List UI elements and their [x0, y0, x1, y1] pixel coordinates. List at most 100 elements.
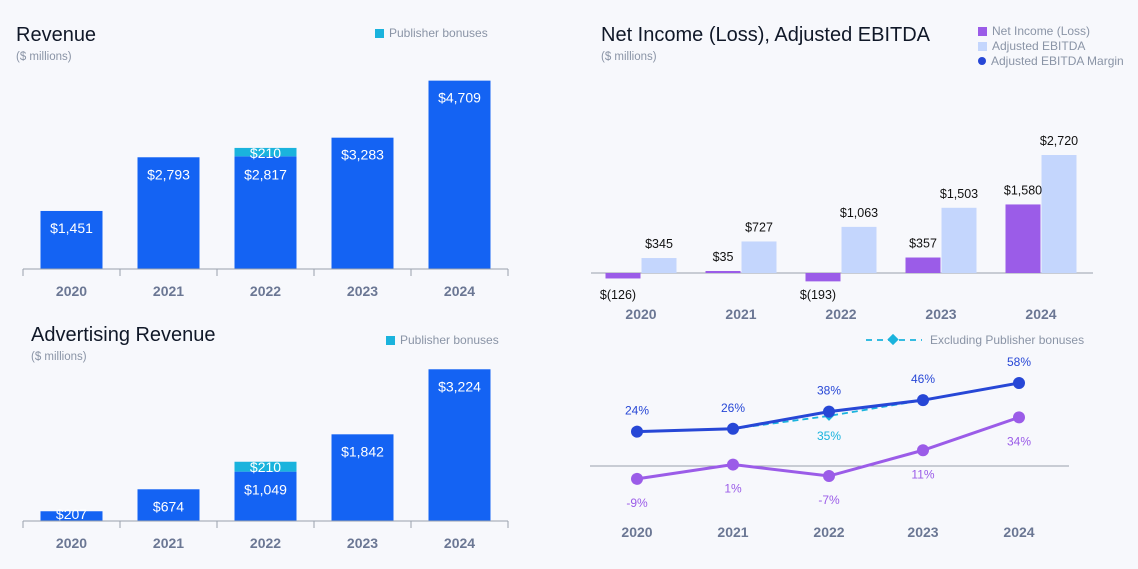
net-income-margin-point-2022	[823, 470, 835, 483]
advertising-bar-2024	[428, 369, 491, 521]
net-income-margin-point-2023	[917, 444, 929, 457]
margin-year-label-2020: 2020	[621, 524, 652, 540]
ebitda-legend-label: Adjusted EBITDA	[992, 39, 1086, 53]
revenue-year-label-2023: 2023	[347, 283, 378, 299]
advertising-year-label-2021: 2021	[153, 535, 184, 551]
net-income-margin-point-2020	[631, 472, 643, 485]
advertising-bar-2021	[137, 489, 200, 521]
excluding-bonuses-label-2022: 35%	[817, 429, 841, 443]
revenue-bar-2020	[40, 210, 103, 269]
ebitda-margin-label-2021: 26%	[721, 401, 745, 415]
ebitda-bar-2020	[641, 258, 677, 273]
advertising-year-label-2020: 2020	[56, 535, 87, 551]
ebitda-bar-2024	[1041, 155, 1077, 273]
net-income-label-2021: $35	[713, 250, 734, 264]
net-income-legend-swatch	[978, 26, 987, 36]
net-income-year-label-2021: 2021	[725, 306, 756, 322]
revenue-value-label-2021: $2,793	[147, 166, 190, 182]
net-income-margin-label-2022: -7%	[818, 493, 840, 507]
advertising-bar-2023	[331, 434, 394, 521]
advertising-year-label-2023: 2023	[347, 535, 378, 551]
ebitda-legend-swatch	[978, 41, 987, 51]
advertising-bar-2022	[234, 471, 297, 521]
ebitda-bar-2022	[841, 226, 877, 273]
net-income-bar-2023	[905, 257, 941, 273]
advertising-legend: Publisher bonuses	[386, 333, 499, 347]
net-income-margin-point-2021	[727, 458, 739, 471]
ebitda-margin-point-2022	[823, 405, 835, 418]
advertising-bar-2020	[40, 511, 103, 521]
net-income-title: Net Income (Loss), Adjusted EBITDA	[601, 24, 931, 46]
margin-year-label-2024: 2024	[1003, 524, 1034, 540]
margin-legend-swatch	[978, 57, 986, 65]
revenue-bar-2022	[234, 156, 297, 269]
advertising-value-label-2024: $3,224	[438, 378, 481, 394]
advertising-year-label-2022: 2022	[250, 535, 281, 551]
revenue-year-label-2020: 2020	[56, 283, 87, 299]
revenue-legend-swatch	[375, 28, 384, 38]
ebitda-margin-label-2020: 24%	[625, 404, 649, 418]
revenue-year-label-2024: 2024	[444, 283, 475, 299]
ebitda-label-2021: $727	[745, 220, 773, 234]
ebitda-label-2024: $2,720	[1040, 134, 1078, 148]
advertising-subtitle: ($ millions)	[31, 351, 87, 363]
net-income-margin-label-2023: 11%	[911, 467, 934, 481]
revenue-value-label-2022: $2,817	[244, 166, 287, 182]
margin-year-label-2022: 2022	[813, 524, 844, 540]
revenue-legend: Publisher bonuses	[375, 26, 488, 40]
advertising-year-label-2024: 2024	[444, 535, 475, 551]
excluding-bonuses-legend: Excluding Publisher bonuses	[866, 333, 1084, 347]
net-income-legend-label: Net Income (Loss)	[992, 24, 1091, 38]
net-income-year-label-2024: 2024	[1025, 306, 1056, 322]
advertising-bonus-bar-2022	[234, 461, 297, 472]
advertising-legend-label: Publisher bonuses	[400, 333, 499, 347]
net-income-bar-2020	[605, 273, 641, 279]
margin-legend-label: Adjusted EBITDA Margin	[991, 54, 1124, 68]
net-income-year-label-2020: 2020	[625, 306, 656, 322]
ebitda-margin-point-2024	[1013, 377, 1025, 389]
ebitda-margin-point-2023	[917, 394, 929, 407]
net-income-subtitle: ($ millions)	[601, 51, 657, 63]
ebitda-margin-point-2020	[631, 425, 643, 438]
margin-year-label-2023: 2023	[907, 524, 938, 540]
revenue-title: Revenue	[16, 24, 97, 46]
ebitda-margin-label-2023: 46%	[911, 372, 935, 386]
dashed-diamond-icon	[866, 334, 922, 346]
ebitda-bar-2023	[941, 207, 977, 273]
excluding-bonuses-label: Excluding Publisher bonuses	[930, 333, 1085, 347]
advertising-bonus-label-2022: $210	[250, 459, 281, 475]
margin-year-label-2021: 2021	[717, 524, 748, 540]
revenue-bonus-label-2022: $210	[250, 145, 281, 161]
net-income-bar-2021	[705, 271, 741, 273]
revenue-value-label-2023: $3,283	[341, 147, 384, 163]
net-income-legend-item: Net Income (Loss)	[978, 24, 1090, 38]
net-income-year-label-2023: 2023	[925, 306, 956, 322]
revenue-bar-2023	[331, 137, 394, 269]
advertising-value-label-2023: $1,842	[341, 443, 384, 459]
margin-legend-item: Adjusted EBITDA Margin	[978, 54, 1124, 68]
net-income-margin-label-2020: -9%	[626, 496, 648, 510]
advertising-value-label-2022: $1,049	[244, 482, 287, 498]
advertising-value-label-2021: $674	[153, 498, 184, 514]
ebitda-bar-2021	[741, 241, 777, 273]
revenue-bar-2024	[428, 80, 491, 269]
net-income-year-label-2022: 2022	[825, 306, 856, 322]
revenue-subtitle: ($ millions)	[16, 51, 72, 63]
ebitda-label-2023: $1,503	[940, 187, 978, 201]
advertising-title: Advertising Revenue	[31, 324, 216, 346]
revenue-bonus-bar-2022	[234, 147, 297, 157]
revenue-value-label-2024: $4,709	[438, 90, 481, 106]
ebitda-margin-label-2022: 38%	[817, 384, 841, 398]
ebitda-legend-item: Adjusted EBITDA	[978, 39, 1085, 53]
ebitda-label-2022: $1,063	[840, 206, 878, 220]
revenue-value-label-2020: $1,451	[50, 220, 93, 236]
net-income-margin-point-2024	[1013, 411, 1025, 424]
revenue-bar-2021	[137, 157, 200, 269]
net-income-label-2022: $(193)	[800, 288, 836, 302]
net-income-margin-label-2024: 34%	[1007, 434, 1031, 448]
revenue-legend-label: Publisher bonuses	[389, 26, 488, 40]
net-income-label-2023: $357	[909, 237, 937, 251]
net-income-margin-line	[636, 415, 1020, 481]
advertising-legend-swatch	[386, 335, 395, 345]
